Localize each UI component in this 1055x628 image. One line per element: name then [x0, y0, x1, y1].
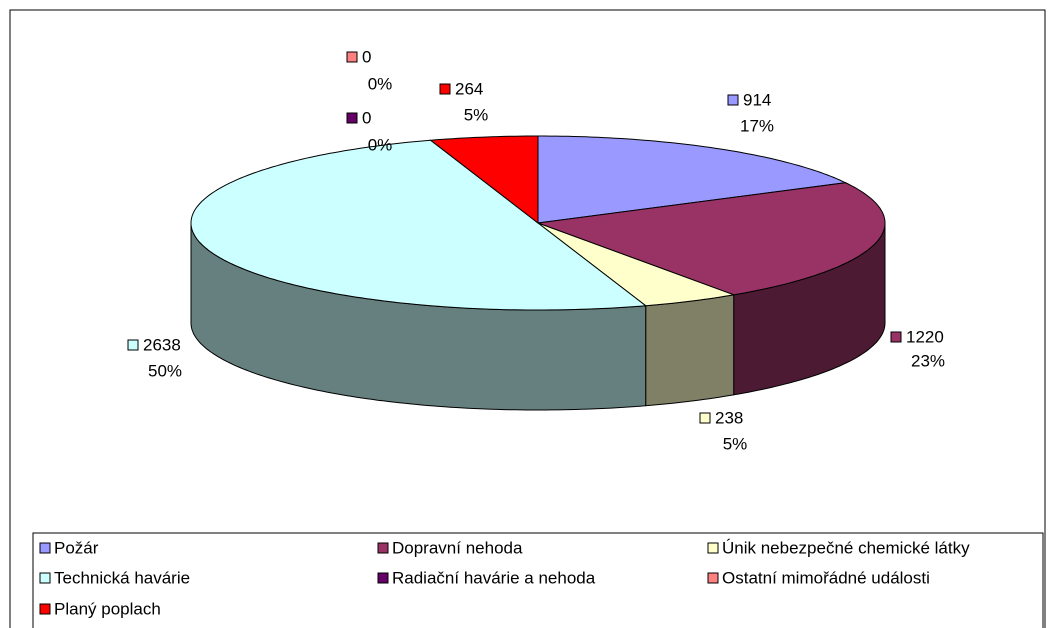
slice — [537, 135, 848, 224]
percent-label: 0% — [368, 74, 393, 93]
percent-label: 5% — [723, 434, 748, 453]
legend-label: Únik nebezpečné chemické látky — [722, 538, 970, 557]
value-label: 238 — [715, 408, 743, 427]
legend-label: Planý poplach — [54, 599, 161, 618]
label-marker — [346, 51, 358, 63]
label-marker — [439, 83, 451, 95]
label-marker — [727, 94, 739, 106]
slice — [537, 222, 736, 307]
value-label: 264 — [455, 79, 483, 98]
percent-label: 0% — [368, 135, 393, 154]
legend-marker — [377, 572, 389, 584]
percent-label: 5% — [464, 105, 489, 124]
legend-marker — [377, 542, 389, 554]
percent-label: 50% — [148, 361, 182, 380]
legend-marker — [39, 572, 51, 584]
label-marker — [890, 331, 902, 343]
value-label: 2638 — [143, 335, 181, 354]
legend-label: Technická havárie — [54, 568, 190, 587]
legend-marker — [707, 542, 719, 554]
legend-label: Ostatní mimořádné události — [722, 568, 930, 587]
value-label: 0 — [362, 47, 371, 66]
label-marker — [699, 412, 711, 424]
legend-label: Radiační havárie a nehoda — [392, 568, 596, 587]
legend-box — [32, 532, 1044, 628]
label-marker — [127, 339, 139, 351]
percent-label: 23% — [911, 351, 945, 370]
chart-frame — [9, 9, 1046, 628]
label-marker — [346, 112, 358, 124]
value-label: 0 — [362, 108, 371, 127]
slice — [537, 182, 886, 296]
percent-label: 17% — [740, 116, 774, 135]
legend-label: Dopravní nehoda — [392, 538, 523, 557]
slice-side — [645, 294, 735, 407]
legend-marker — [707, 572, 719, 584]
slice — [190, 139, 648, 311]
legend-marker — [39, 542, 51, 554]
legend-marker — [39, 603, 51, 615]
value-label: 1220 — [906, 327, 944, 346]
legend-label: Požár — [54, 538, 99, 557]
value-label: 914 — [743, 90, 771, 109]
slice — [429, 135, 539, 225]
